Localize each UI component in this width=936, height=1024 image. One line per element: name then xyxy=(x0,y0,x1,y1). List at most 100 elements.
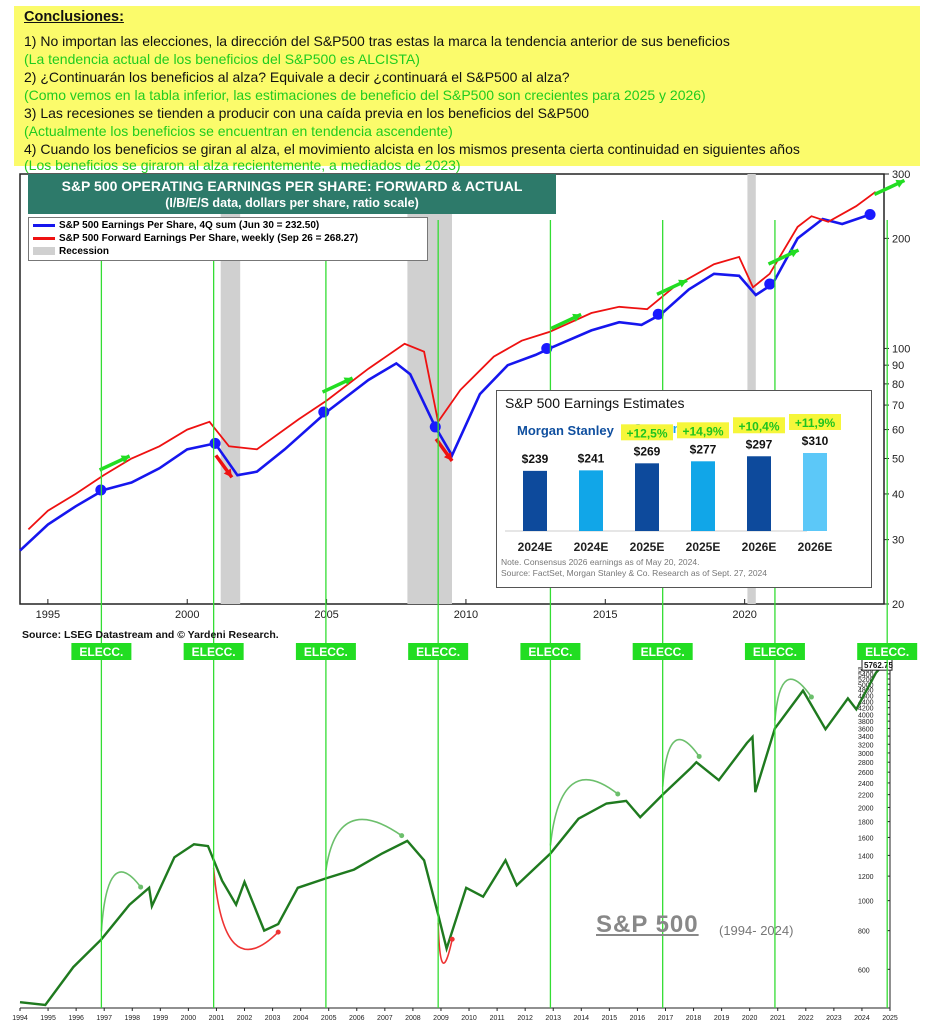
conclusion-4-note: (Los beneficios se giraron al alza recie… xyxy=(24,157,461,173)
eps-ytick-label: 100 xyxy=(892,343,910,355)
estimates-note: Note. Consensus 2026 earnings as of May … xyxy=(501,557,700,567)
eps-source: Source: LSEG Datastream and © Yardeni Re… xyxy=(22,629,279,641)
election-badge xyxy=(295,643,356,660)
legend-item-recession: Recession xyxy=(33,246,109,258)
eps-ytick-label: 30 xyxy=(892,535,904,547)
sp500-ytick-label: 1400 xyxy=(858,853,874,860)
sp500-ytick-label: 1200 xyxy=(858,874,874,881)
eps-title-box: S&P 500 OPERATING EARNINGS PER SHARE: FO… xyxy=(28,174,556,214)
estimate-bar xyxy=(523,470,547,531)
eps-ytick-label: 40 xyxy=(892,489,904,501)
legend-item-actual: S&P 500 Earnings Per Share, 4Q sum (Jun … xyxy=(33,220,319,232)
sp500-xtick-label: 2015 xyxy=(602,1015,618,1022)
eps-ytick-label: 70 xyxy=(892,400,904,412)
swing-arrow-head xyxy=(615,791,621,797)
trend-arrow-head xyxy=(443,452,453,461)
election-badge xyxy=(744,643,805,660)
eps-xtick-label: 2000 xyxy=(175,609,199,621)
sp500-xtick-label: 2017 xyxy=(658,1015,674,1022)
eps-subtitle: (I/B/E/S data, dollars per share, ratio … xyxy=(165,196,419,210)
election-marker-dot xyxy=(764,278,776,290)
election-badge-label: ELECC. xyxy=(79,645,123,659)
sp500-ytick-label: 2200 xyxy=(858,793,874,800)
sp500-xtick-label: 1999 xyxy=(153,1015,169,1022)
eps-ytick-label: 200 xyxy=(892,233,910,245)
estimate-category-label: 2026E xyxy=(742,540,777,554)
election-badge xyxy=(183,643,244,660)
growth-label: +11,9% xyxy=(795,416,836,430)
sp500-xtick-label: 2010 xyxy=(461,1015,477,1022)
election-badge xyxy=(408,643,469,660)
election-badge xyxy=(71,643,132,660)
sp500-ytick-label: 4600 xyxy=(858,693,874,700)
sp500-ytick-label: 5400 xyxy=(858,672,874,679)
sp500-xtick-label: 2004 xyxy=(293,1015,309,1022)
election-marker-dot xyxy=(429,421,441,433)
recession-band xyxy=(220,174,241,604)
sp500-xtick-label: 2024 xyxy=(854,1015,870,1022)
legend-label-recession: Recession xyxy=(59,246,110,257)
estimate-bar xyxy=(579,470,603,531)
legend-item-forward: S&P 500 Forward Earnings Per Share, week… xyxy=(33,233,358,245)
growth-label: +12,5% xyxy=(626,426,667,440)
estimate-category-label: 2024E xyxy=(518,540,553,554)
eps-actual-line xyxy=(19,213,871,552)
swing-arrow-green xyxy=(100,871,142,932)
conclusion-3-note: (Actualmente los beneficios se encuentra… xyxy=(24,123,453,139)
sp500-xtick-label: 2008 xyxy=(405,1015,421,1022)
trend-arrow-head xyxy=(789,249,799,258)
sp500-ytick-label: 5200 xyxy=(858,677,874,684)
sp500-xtick-label: 2022 xyxy=(798,1015,814,1022)
election-marker-dot xyxy=(864,208,876,220)
conclusion-1: 1) No importan las elecciones, la direcc… xyxy=(24,33,730,49)
legend-label-forward: S&P 500 Forward Earnings Per Share, week… xyxy=(59,233,359,244)
sp500-ytick-label: 3800 xyxy=(858,719,874,726)
estimate-category-label: 2024E xyxy=(574,540,609,554)
sp500-xtick-label: 1997 xyxy=(96,1015,112,1022)
conclusion-3: 3) Las recesiones se tienden a producir … xyxy=(24,105,590,121)
sp500-price-line xyxy=(19,664,884,1007)
election-marker-dot xyxy=(652,308,664,320)
sp500-xtick-label: 2020 xyxy=(742,1015,758,1022)
election-badge-label: ELECC. xyxy=(528,645,572,659)
estimate-value-label: $297 xyxy=(746,437,773,451)
sp500-xtick-label: 1996 xyxy=(68,1015,84,1022)
estimates-bars: $239 2024E $241 2024E $269 2025E +12,5% $277 202… xyxy=(505,414,841,554)
sp500-subtitle: (1994- 2024) xyxy=(719,923,794,938)
sp500-ytick-label: 4200 xyxy=(858,706,874,713)
election-badge-label: ELECC. xyxy=(753,645,797,659)
conclusions-heading: Conclusiones: xyxy=(24,9,124,25)
eps-legend: S&P 500 Earnings Per Share, 4Q sum (Jun … xyxy=(28,217,428,261)
sp500-xtick-label: 1995 xyxy=(40,1015,56,1022)
sp500-xtick-label: 2005 xyxy=(321,1015,337,1022)
group-label-morgan-stanley: Morgan Stanley xyxy=(517,423,614,438)
last-value-label: 5762.75 xyxy=(864,661,893,670)
estimate-category-label: 2025E xyxy=(686,540,721,554)
estimate-value-label: $241 xyxy=(578,451,605,465)
eps-ytick-label: 20 xyxy=(892,599,904,611)
growth-label-bg xyxy=(733,417,785,434)
conclusions-panel: Conclusiones: 1) No importan las eleccio… xyxy=(14,6,920,173)
sp500-xtick-label: 2016 xyxy=(630,1015,646,1022)
sp500-ytick-label: 1800 xyxy=(858,820,874,827)
eps-ytick-label: 300 xyxy=(892,169,910,181)
sp500-ytick-label: 1600 xyxy=(858,835,874,842)
growth-label: +14,9% xyxy=(682,424,723,438)
estimates-source: Source: FactSet, Morgan Stanley & Co. Re… xyxy=(501,568,768,578)
sp500-xtick-label: 2025 xyxy=(882,1015,898,1022)
election-marker-dot xyxy=(209,437,221,449)
growth-label: +10,4% xyxy=(738,419,779,433)
election-badge xyxy=(857,643,918,660)
sp500-xtick-label: 2014 xyxy=(574,1015,590,1022)
sp500-ytick-label: 5000 xyxy=(858,682,874,689)
conclusion-2: 2) ¿Continuarán los beneficios al alza? … xyxy=(24,69,570,85)
growth-label-bg xyxy=(677,422,729,439)
eps-ytick-label: 60 xyxy=(892,425,904,437)
sp500-xtick-label: 1994 xyxy=(12,1015,28,1022)
election-markers: ELECC. ELECC. ELECC. ELECC. ELECC. ELECC. ELEC… xyxy=(71,220,918,1008)
conclusion-2-note: (Como vemos en la tabla inferior, las es… xyxy=(24,87,706,103)
sp500-xtick-label: 2019 xyxy=(714,1015,730,1022)
eps-xtick-label: 2020 xyxy=(732,609,756,621)
sp500-ytick-label: 2600 xyxy=(858,770,874,777)
estimate-bar xyxy=(803,453,827,531)
